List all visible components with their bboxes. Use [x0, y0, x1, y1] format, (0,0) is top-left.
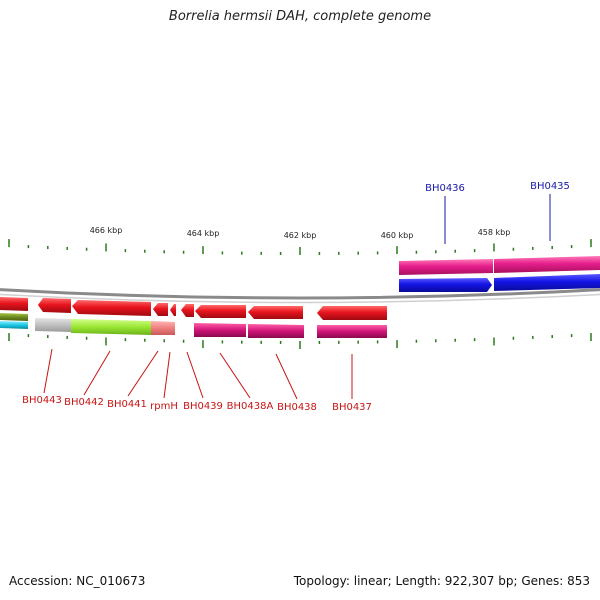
- reverse-gene-labels: BH0443 BH0442 BH0441 rpmH BH0439 BH0438A…: [22, 348, 372, 413]
- scale-label-464: 464 kbp: [187, 229, 220, 238]
- gene-magenta-c: [317, 325, 387, 338]
- leader-bh0441: [127, 350, 159, 397]
- gene-label-bh0439[interactable]: BH0439: [183, 401, 223, 412]
- scale-label-458: 458 kbp: [478, 228, 511, 237]
- gene-bh0436-track2: [399, 278, 492, 292]
- gene-bh0435-track2: [494, 274, 600, 291]
- leader-bh0439: [186, 351, 204, 399]
- gene-cyan-track: [0, 321, 28, 329]
- forward-genes: [399, 256, 600, 292]
- gene-bh0444: [0, 297, 28, 311]
- backbone-outer: [0, 288, 600, 300]
- gene-label-bh0436[interactable]: BH0436: [425, 183, 465, 194]
- accession-text: Accession: NC_010673: [9, 574, 146, 588]
- gene-bh0438a: [195, 305, 246, 318]
- genome-summary-text: Topology: linear; Length: 922,307 bp; Ge…: [293, 574, 590, 588]
- scale-label-462: 462 kbp: [284, 231, 317, 240]
- scale-labels: 466 kbp 464 kbp 462 kbp 460 kbp 458 kbp: [90, 226, 511, 240]
- leader-rpmh: [163, 351, 171, 399]
- map-title: Borrelia hermsii DAH, complete genome: [168, 9, 432, 24]
- gene-magenta-b: [248, 324, 304, 338]
- gene-bh0435-track1: [494, 256, 600, 273]
- gene-gray-track: [35, 318, 71, 332]
- leader-bh0443: [43, 348, 53, 394]
- backbone-inner: [0, 293, 600, 304]
- gene-label-rpmh[interactable]: rpmH: [150, 401, 178, 412]
- scale-ticks-top: [8, 239, 592, 255]
- leader-bh0438a: [219, 352, 251, 399]
- gene-label-bh0442[interactable]: BH0442: [64, 397, 104, 408]
- gene-bh0436-track1: [399, 259, 493, 275]
- gene-bh0441: [153, 303, 168, 316]
- gene-label-bh0438a[interactable]: BH0438A: [227, 401, 274, 412]
- scale-ticks-bottom: [8, 333, 592, 349]
- gene-label-bh0435[interactable]: BH0435: [530, 181, 570, 192]
- gene-bh0439: [181, 304, 194, 317]
- gene-label-bh0443[interactable]: BH0443: [22, 395, 62, 406]
- gene-magenta-a: [194, 323, 246, 337]
- gene-bh0437: [317, 306, 387, 320]
- gene-label-bh0441[interactable]: BH0441: [107, 399, 147, 410]
- gene-label-bh0438[interactable]: BH0438: [277, 402, 317, 413]
- forward-gene-labels: BH0436 BH0435: [425, 181, 570, 244]
- scale-label-466: 466 kbp: [90, 226, 123, 235]
- reverse-genes: [0, 297, 387, 338]
- gene-bh0442: [72, 300, 151, 316]
- gene-green-track: [71, 319, 151, 335]
- leader-bh0442: [83, 350, 111, 396]
- leader-bh0438: [275, 353, 298, 400]
- gene-label-bh0437[interactable]: BH0437: [332, 402, 372, 413]
- gene-rpmh: [170, 304, 176, 316]
- gene-pink-track: [151, 321, 175, 335]
- gene-olive-track: [0, 313, 28, 321]
- gene-bh0443: [38, 298, 71, 313]
- scale-label-460: 460 kbp: [381, 231, 414, 240]
- gene-bh0438: [248, 306, 303, 319]
